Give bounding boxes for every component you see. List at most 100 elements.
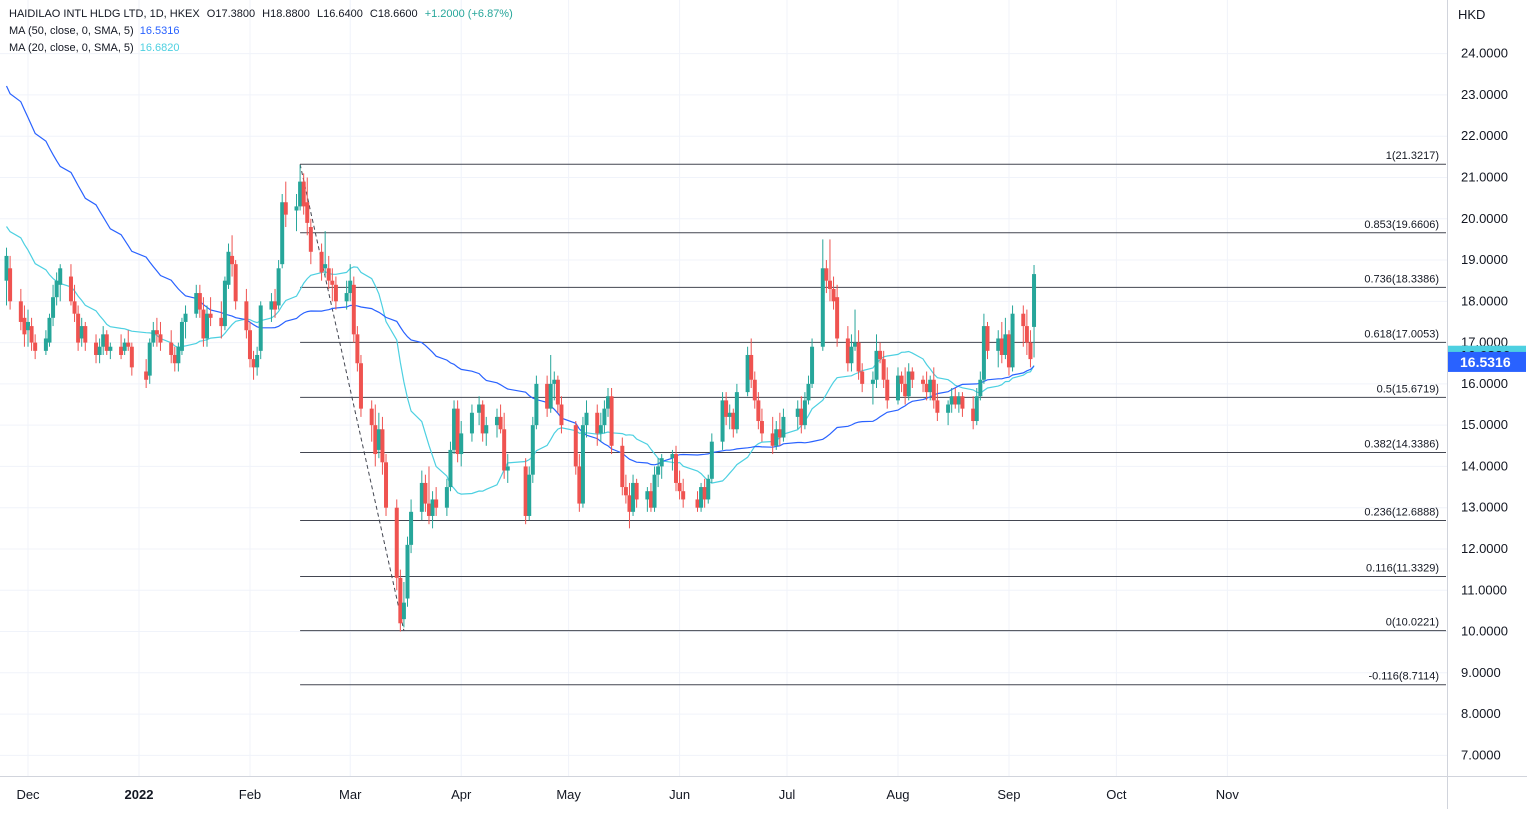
candle-body <box>122 342 127 351</box>
candle <box>434 487 439 516</box>
candle <box>810 338 815 388</box>
candle-body <box>51 297 56 318</box>
y-tick-label: 23.0000 <box>1461 87 1508 102</box>
candle-body <box>573 425 578 467</box>
candle <box>849 334 854 372</box>
candle <box>251 350 256 380</box>
candle <box>706 474 711 504</box>
candle <box>709 433 714 483</box>
candle-body <box>523 466 528 516</box>
fibonacci-retracement[interactable]: 1(21.3217) 0.853(19.6606) 0.736(18.3386) 0.… <box>300 150 1446 686</box>
candle <box>498 404 503 434</box>
candle-body <box>631 482 636 512</box>
candle <box>534 375 539 430</box>
candle-body <box>251 359 256 368</box>
candle-body <box>935 400 940 413</box>
candle-body <box>480 404 485 434</box>
candle <box>921 375 926 393</box>
x-tick-label: Nov <box>1216 787 1240 802</box>
candle <box>924 371 929 401</box>
y-tick-label: 9.0000 <box>1461 665 1501 680</box>
candle-body <box>906 371 911 397</box>
candle <box>527 466 532 521</box>
fib-level-label: 0.236(12.6888) <box>1364 507 1439 519</box>
candle <box>401 582 406 628</box>
candle-body <box>656 466 661 475</box>
candle-body <box>971 408 976 422</box>
candle <box>548 354 553 413</box>
candle <box>702 478 707 508</box>
candle-body <box>824 268 829 281</box>
candle-body <box>820 268 825 347</box>
candle-body <box>1006 334 1011 368</box>
candle <box>158 321 163 351</box>
candle <box>652 466 657 512</box>
candle-body <box>724 400 729 417</box>
price-badge-bg <box>1448 351 1526 372</box>
candle <box>394 499 399 591</box>
candle <box>330 268 335 302</box>
candle-body <box>752 379 757 401</box>
candle <box>308 218 313 265</box>
candle <box>97 338 102 364</box>
candle-body <box>534 383 539 426</box>
y-tick-label: 16.0000 <box>1461 376 1508 391</box>
candle-body <box>244 301 249 331</box>
ma50-legend-row[interactable]: MA (50, close, 0, SMA, 5) 16.5316 <box>9 23 517 40</box>
candle-body <box>283 202 288 215</box>
candle-body <box>33 342 38 351</box>
ma20-label: MA (20, close, 0, SMA, 5) <box>9 42 134 54</box>
candle-body <box>720 400 725 442</box>
candle <box>426 466 431 525</box>
candle-body <box>455 408 460 455</box>
candle-body <box>452 408 457 450</box>
candle-body <box>94 342 99 355</box>
symbol-legend-row[interactable]: HAIDILAO INTL HLDG LTD, 1D, HKEX O17.380… <box>9 6 517 23</box>
candle-body <box>298 181 303 207</box>
candle-body <box>330 280 335 285</box>
candle <box>83 321 88 351</box>
candle <box>885 367 890 409</box>
candle-body <box>702 487 707 500</box>
trend-line <box>299 164 405 631</box>
candle-body <box>58 268 63 285</box>
candle <box>770 416 775 455</box>
candle <box>953 388 958 409</box>
candle <box>699 482 704 512</box>
candle <box>978 371 983 401</box>
candle-body <box>577 466 582 504</box>
candle <box>502 412 507 479</box>
candle <box>484 416 489 446</box>
candle-body <box>699 487 704 508</box>
candle-body <box>358 363 363 409</box>
candle-body <box>870 379 875 384</box>
candle-body <box>426 503 431 516</box>
candle-body <box>548 383 553 409</box>
candle-body <box>623 487 628 496</box>
candle <box>126 330 131 351</box>
candle <box>874 334 879 388</box>
ma20-legend-row[interactable]: MA (20, close, 0, SMA, 5) 16.6820 <box>9 40 517 57</box>
candle-body <box>745 354 750 393</box>
candle-body <box>495 416 500 426</box>
candle <box>495 408 500 438</box>
candle-body <box>903 383 908 397</box>
ma50-line <box>5 85 1035 466</box>
candle-body <box>326 268 331 281</box>
candle <box>176 342 181 372</box>
candle <box>577 454 582 512</box>
candle <box>419 470 424 521</box>
candle <box>344 280 349 310</box>
candle <box>305 177 310 236</box>
candle <box>552 371 557 401</box>
candle <box>255 346 260 376</box>
candle-body <box>605 396 610 409</box>
candle <box>26 309 30 347</box>
candle-body <box>79 326 84 339</box>
candle <box>144 359 149 388</box>
candle <box>351 276 356 343</box>
candle-body <box>26 321 30 331</box>
candle <box>1024 309 1029 355</box>
candle <box>759 408 764 442</box>
